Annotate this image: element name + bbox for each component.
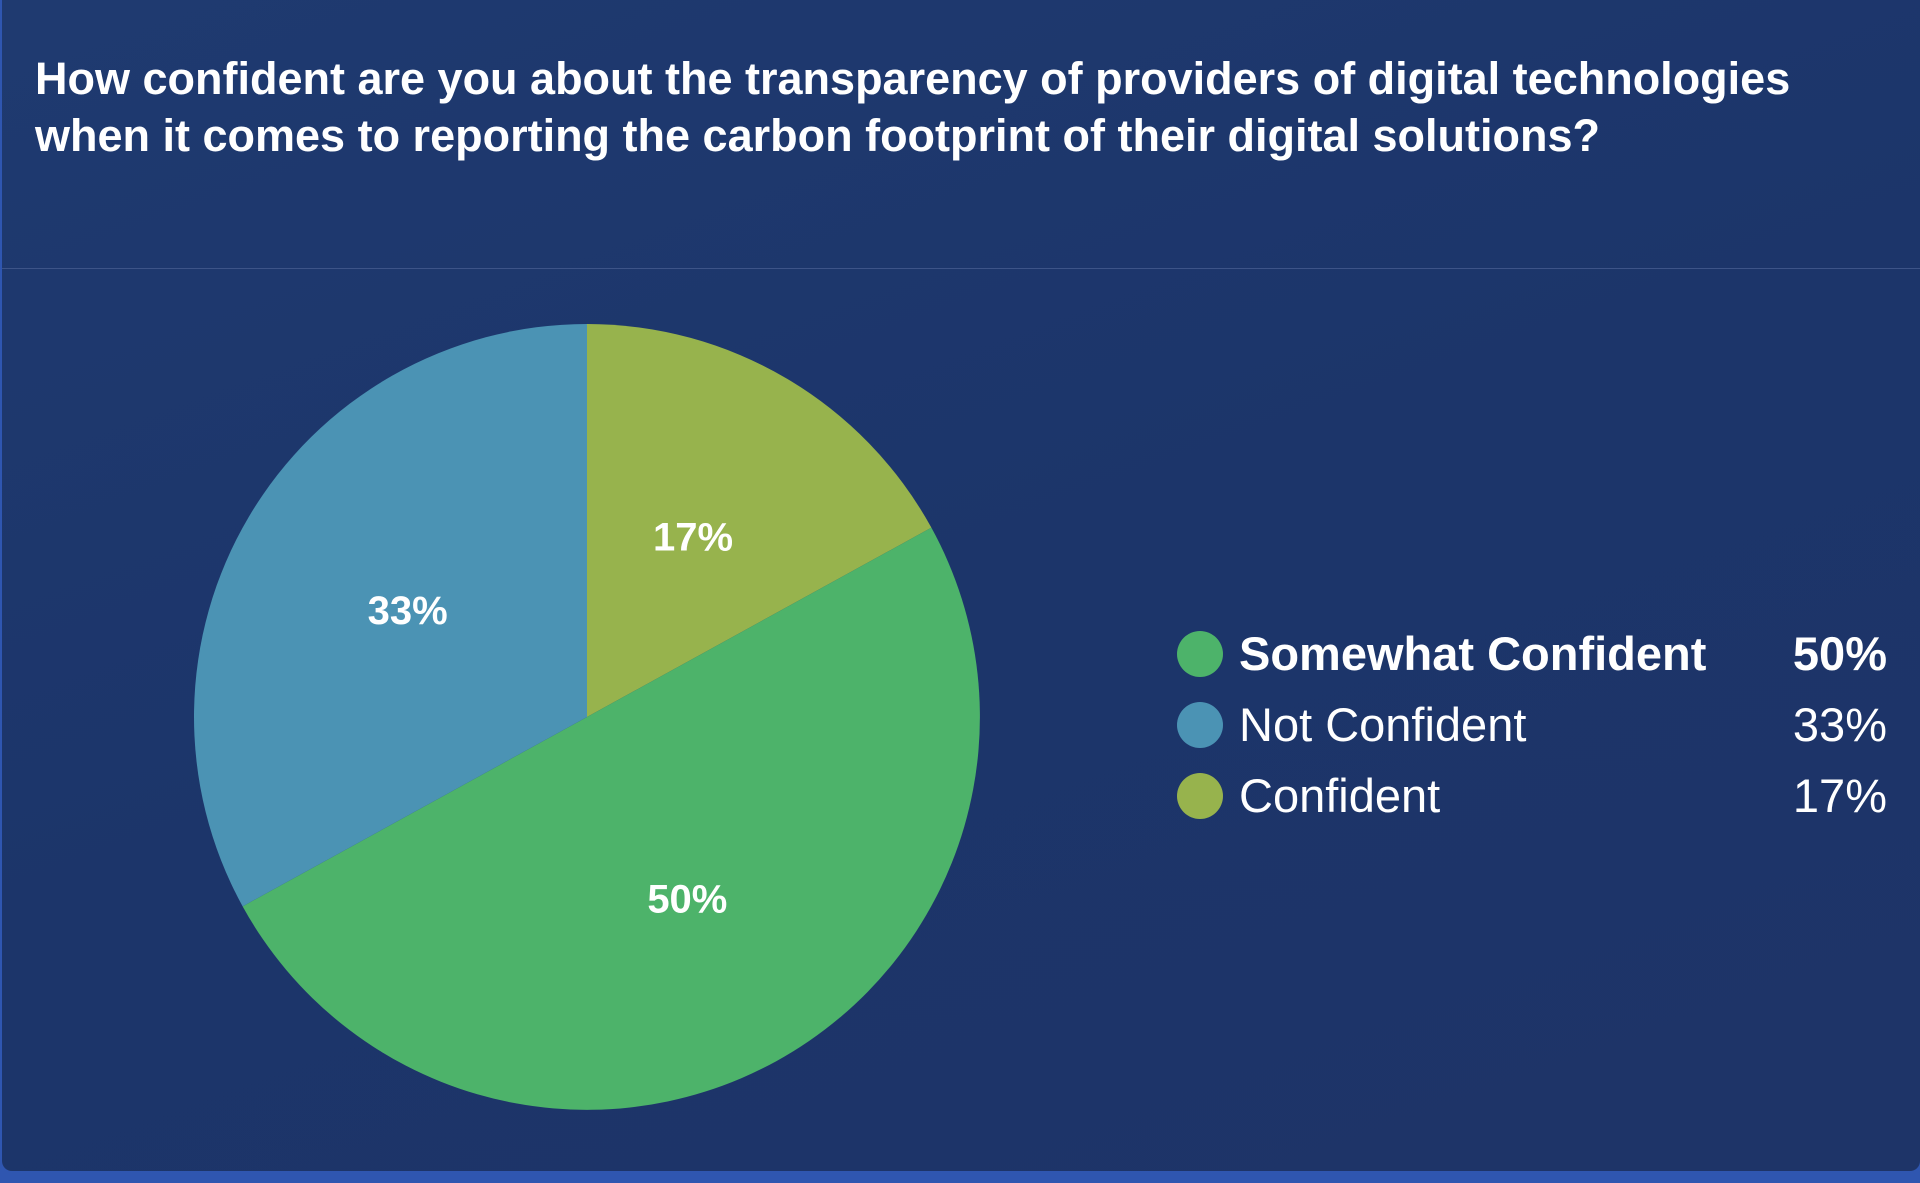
pie-chart: 17% 50% 33% <box>193 324 980 1110</box>
pie-slice-somewhat-confident[interactable] <box>242 527 980 1110</box>
pie-slice-not-confident[interactable] <box>193 324 587 907</box>
pie-slice-confident[interactable] <box>587 324 932 717</box>
legend-value: 33% <box>1792 698 1887 751</box>
legend-item-somewhat-confident[interactable]: Somewhat Confident 50% <box>1177 618 1887 689</box>
legend-dot-icon <box>1177 772 1223 819</box>
legend-label: Not Confident <box>1239 698 1527 751</box>
legend: Somewhat Confident 50% Not Confident 33%… <box>1177 618 1887 831</box>
chart-title: How confident are you about the transpar… <box>35 53 1791 161</box>
slice-data-label: 50% <box>647 878 727 922</box>
legend-dot-icon <box>1177 701 1223 748</box>
legend-label: Somewhat Confident <box>1239 627 1707 680</box>
divider <box>2 268 1920 269</box>
legend-item-confident[interactable]: Confident 17% <box>1177 760 1887 831</box>
slice-data-label: 33% <box>368 589 448 633</box>
legend-value: 17% <box>1792 769 1887 822</box>
legend-item-not-confident[interactable]: Not Confident 33% <box>1177 689 1887 760</box>
legend-label: Confident <box>1239 769 1441 822</box>
legend-value: 50% <box>1792 627 1887 680</box>
legend-dot-icon <box>1177 630 1223 677</box>
slice-data-label: 17% <box>653 516 733 560</box>
